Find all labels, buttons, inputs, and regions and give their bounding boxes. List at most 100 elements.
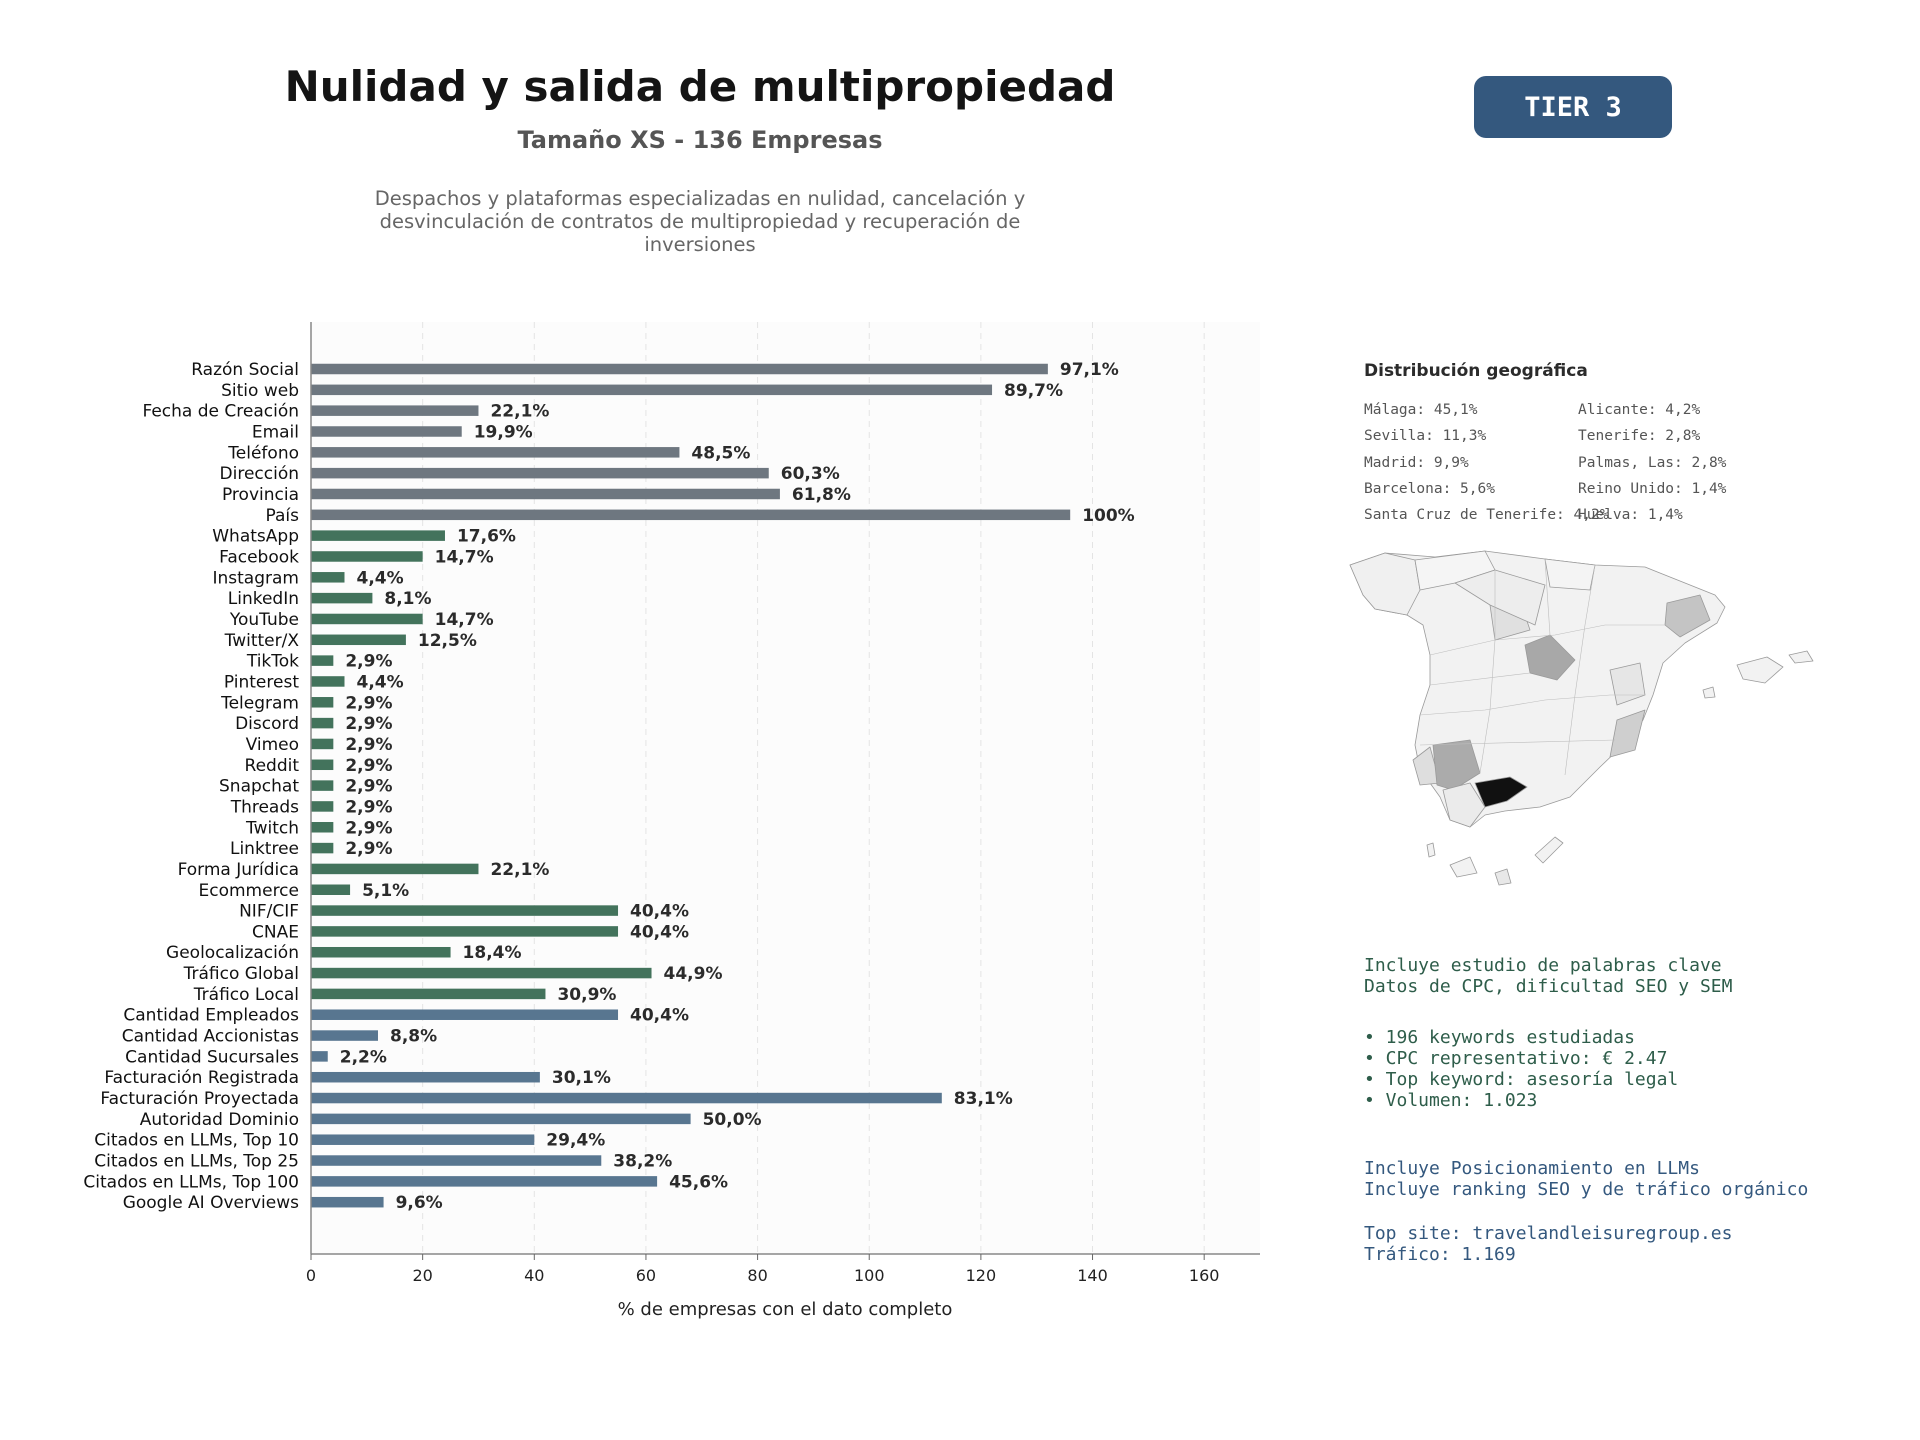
map-region-galicia [1349,552,1421,616]
x-axis-label: % de empresas con el dato completo [618,1299,953,1320]
map-region-sevilla [1432,739,1481,791]
value-label: 12,5% [418,631,477,651]
value-label: 83,1% [954,1089,1013,1109]
category-label: Citados en LLMs, Top 100 [83,1172,299,1192]
map-region-madrid [1524,634,1576,681]
value-label: 50,0% [703,1110,762,1130]
bar [311,447,680,458]
bar [311,1030,378,1041]
tier-badge: TIER 3 [1474,76,1672,138]
value-label: 45,6% [669,1172,728,1192]
bar [311,884,351,895]
spain-choropleth-map [1349,550,1814,886]
value-label: 44,9% [664,964,723,984]
category-label: YouTube [229,610,299,630]
bar [311,676,345,687]
category-label: Discord [235,714,299,734]
value-label: 100% [1082,506,1135,526]
category-label: Twitter/X [224,631,300,651]
x-tick-label: 40 [524,1266,544,1285]
geo-item: Palmas, Las: 2,8% [1578,455,1727,471]
value-label: 2,9% [345,797,392,817]
category-label: WhatsApp [212,527,299,547]
value-label: 40,4% [630,922,689,942]
bar [311,1071,540,1083]
bar [311,363,1048,375]
category-label: CNAE [252,922,299,942]
value-label: 2,9% [345,693,392,713]
map-region-barcelona [1664,594,1711,638]
bars [311,363,1071,1208]
map-region-la-palma [1426,842,1436,858]
map-region-basque [1544,558,1596,591]
keyword-bullet: • Volumen: 1.023 [1364,1090,1538,1111]
bar [311,405,479,416]
category-label: Snapchat [219,777,299,797]
value-label: 14,7% [435,547,494,567]
top-site: Top site: travelandleisuregroup.es [1364,1223,1733,1244]
category-label: Tráfico Local [193,985,299,1005]
bar [311,467,769,479]
map-region-cadiz [1442,782,1486,828]
bar [311,530,445,541]
bar [311,488,780,500]
category-label: País [266,506,300,526]
category-label: Twitch [245,818,299,838]
bar [311,946,451,958]
category-label: NIF/CIF [239,902,299,922]
category-label: Ecommerce [199,881,300,901]
category-label: Vimeo [246,735,299,755]
category-label: Autoridad Dominio [140,1110,299,1130]
geo-item: Madrid: 9,9% [1364,455,1469,471]
category-label: Facturación Proyectada [100,1089,299,1109]
category-label: Citados en LLMs, Top 25 [94,1152,299,1172]
bar [311,780,334,791]
value-label: 48,5% [691,443,750,463]
bar [311,863,479,875]
x-tick-label: 0 [306,1266,316,1285]
value-label: 97,1% [1060,360,1119,380]
geo-item: Barcelona: 5,6% [1364,481,1495,497]
bar [311,551,423,562]
bar [311,634,406,646]
value-label: 2,9% [345,839,392,859]
page-subtitle: Tamaño XS - 136 Empresas [517,126,883,154]
map-province-borders [1419,558,1665,776]
category-label: Teléfono [227,443,299,463]
value-label: 22,1% [490,860,549,880]
geo-item: Sevilla: 11,3% [1364,428,1487,444]
value-label: 22,1% [490,402,549,422]
x-tick-label: 160 [1189,1266,1220,1285]
map-region-tenerife [1449,856,1478,878]
category-label: Pinterest [224,672,299,692]
value-label: 60,3% [781,464,840,484]
value-label: 2,9% [345,714,392,734]
value-label: 2,9% [345,756,392,776]
llm-line: Incluye ranking SEO y de tráfico orgánic… [1364,1179,1809,1200]
geo-item: Alicante: 4,2% [1578,402,1701,418]
value-label: 40,4% [630,902,689,922]
x-tick-label: 20 [412,1266,432,1285]
bar [311,426,462,437]
top-site-traffic: Tráfico: 1.169 [1364,1244,1516,1265]
llm-line: Incluye Posicionamiento en LLMs [1364,1158,1700,1179]
value-label: 14,7% [435,610,494,630]
bar [311,801,334,812]
keyword-bullet: • CPC representativo: € 2.47 [1364,1048,1668,1069]
value-label: 4,4% [356,672,403,692]
value-label: 9,6% [396,1193,443,1213]
bar [311,384,993,396]
category-label: Threads [230,797,299,817]
category-label: Cantidad Sucursales [125,1047,299,1067]
value-label: 61,8% [792,485,851,505]
geo-item: Santa Cruz de Tenerife: 4,2% [1364,507,1609,523]
page-title: Nulidad y salida de multipropiedad [284,62,1116,111]
bar [311,613,423,625]
value-label: 5,1% [362,881,409,901]
bar [311,967,652,979]
category-label: TikTok [246,652,299,672]
category-label: Reddit [245,756,300,776]
value-labels: 97,1%89,7%22,1%19,9%48,5%60,3%61,8%100%1… [340,360,1135,1213]
map-region-malaga [1474,776,1528,808]
category-label: Tráfico Global [183,964,299,984]
